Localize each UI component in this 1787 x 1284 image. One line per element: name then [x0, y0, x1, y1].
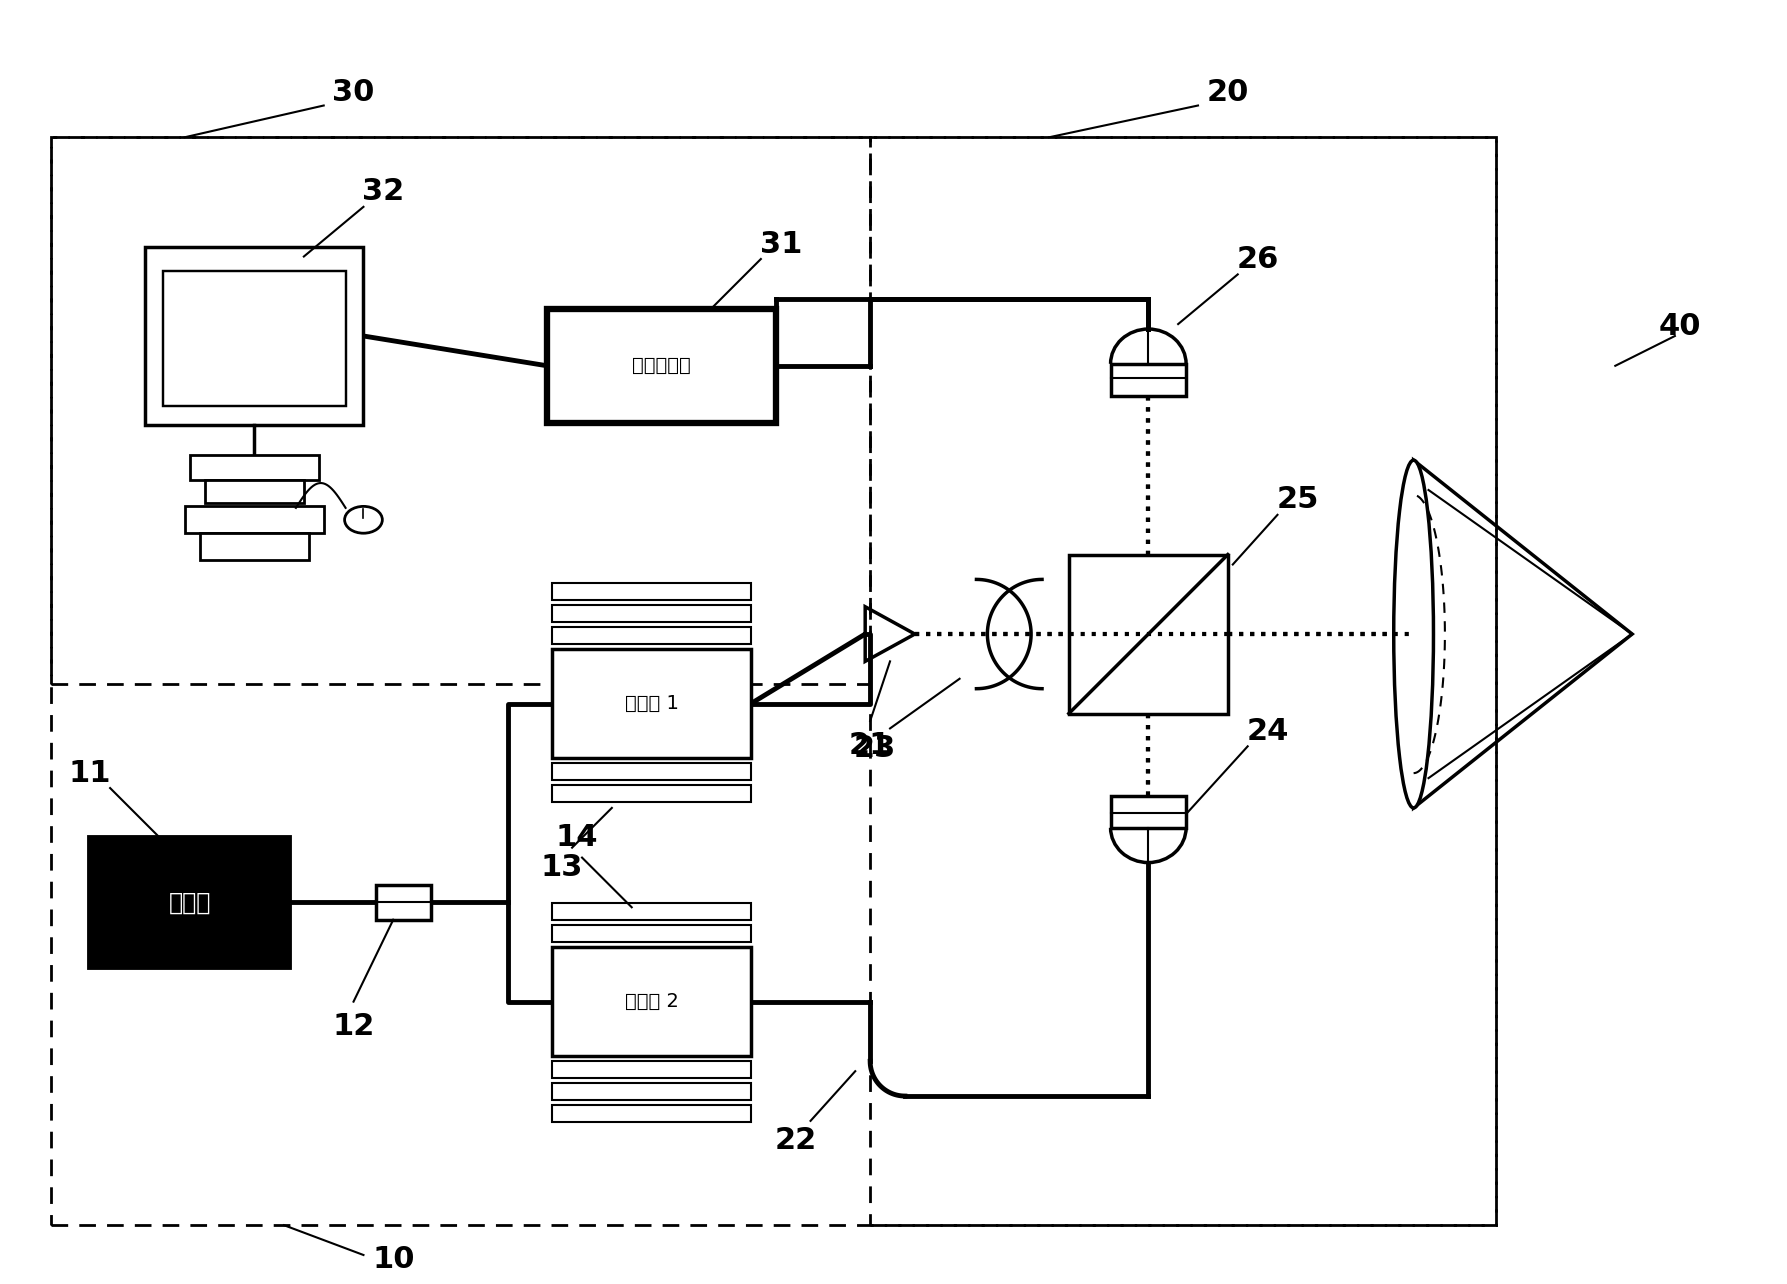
- Bar: [184, 506, 323, 533]
- Ellipse shape: [345, 506, 382, 533]
- Bar: [552, 763, 751, 781]
- Text: 移频器 2: 移频器 2: [625, 993, 679, 1012]
- Bar: [552, 1106, 751, 1122]
- Bar: [552, 605, 751, 623]
- Text: 24: 24: [1246, 716, 1288, 746]
- Text: 10: 10: [372, 1245, 415, 1275]
- Text: 21: 21: [849, 732, 892, 760]
- Bar: [552, 648, 751, 759]
- Bar: [552, 1084, 751, 1100]
- Text: 32: 32: [363, 177, 404, 207]
- Text: 25: 25: [1276, 485, 1319, 515]
- Bar: [552, 583, 751, 601]
- Text: 31: 31: [759, 230, 802, 258]
- Bar: [200, 533, 309, 560]
- Bar: [145, 247, 363, 425]
- Bar: [189, 456, 318, 480]
- Text: 激光器: 激光器: [168, 890, 211, 914]
- Text: 26: 26: [1237, 245, 1279, 273]
- Bar: [163, 271, 345, 406]
- Bar: [1110, 363, 1187, 395]
- Bar: [552, 926, 751, 942]
- Text: 30: 30: [332, 78, 375, 107]
- Text: 14: 14: [556, 823, 599, 853]
- Bar: [204, 480, 304, 503]
- Bar: [552, 903, 751, 921]
- Text: 12: 12: [332, 1012, 375, 1041]
- Text: 20: 20: [1206, 78, 1249, 107]
- Text: 23: 23: [854, 733, 897, 763]
- Bar: [1069, 555, 1228, 714]
- Bar: [552, 948, 751, 1057]
- Text: 13: 13: [541, 853, 583, 882]
- Text: 相位解调器: 相位解调器: [633, 356, 692, 375]
- Bar: [375, 885, 431, 919]
- Text: 11: 11: [70, 759, 111, 787]
- Text: 40: 40: [1658, 312, 1701, 340]
- Text: 移频器 1: 移频器 1: [625, 695, 679, 713]
- Ellipse shape: [1394, 460, 1433, 808]
- Bar: [552, 627, 751, 645]
- Bar: [1110, 796, 1187, 828]
- Bar: [91, 837, 289, 967]
- Bar: [547, 308, 776, 422]
- Bar: [552, 785, 751, 802]
- Bar: [552, 1062, 751, 1079]
- Text: 22: 22: [774, 1126, 817, 1156]
